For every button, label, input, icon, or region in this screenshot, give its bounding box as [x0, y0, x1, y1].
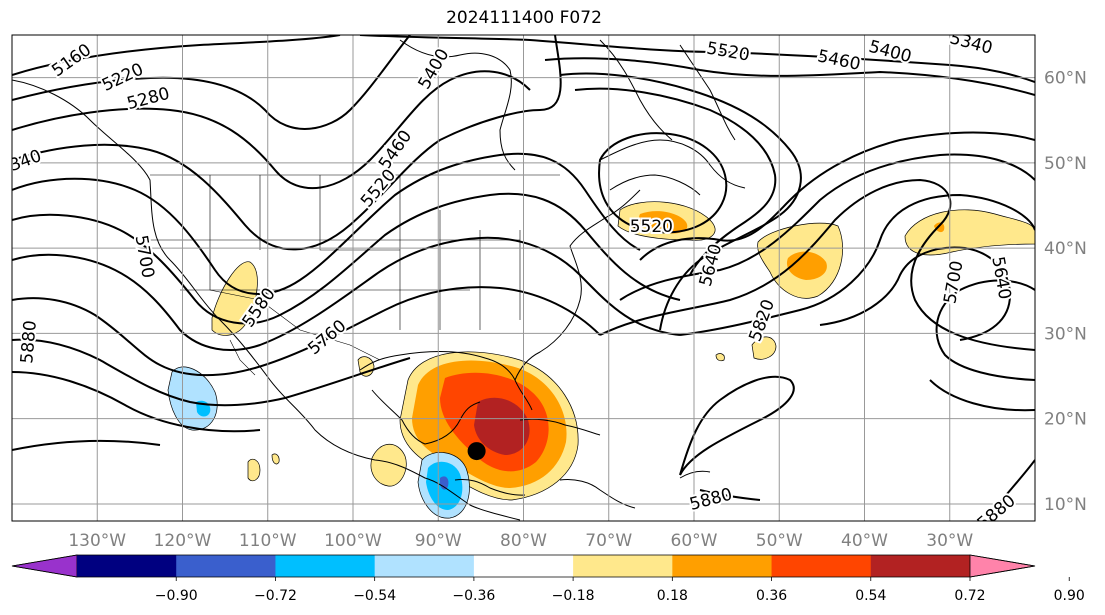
colorbar-swatch-0	[77, 555, 177, 577]
lon-label-7: 60°W	[671, 531, 718, 551]
anomaly-positive-patch-1	[247, 458, 261, 482]
map-title: 2024111400 F072	[446, 8, 602, 28]
colorbar-tick-label-3: −0.36	[452, 588, 495, 604]
colorbar-swatch-1	[176, 555, 276, 577]
contour-label-15: 5520	[630, 217, 673, 237]
latitude-labels: 60°N 50°N 40°N 30°N 20°N 10°N	[1044, 69, 1087, 515]
lon-label-1: 120°W	[154, 531, 212, 551]
colorbar-tick-label-6: 0.36	[756, 588, 787, 604]
anomaly-positive-atl-3	[751, 336, 777, 360]
lon-label-3: 100°W	[324, 531, 382, 551]
lon-label-0: 130°W	[68, 531, 126, 551]
colorbar-tick-label-7: 0.54	[855, 588, 886, 604]
lat-label-0: 60°N	[1044, 69, 1087, 89]
colorbar-tick-label-9: 0.90	[1054, 588, 1085, 604]
anomaly-positive-sw-us	[211, 261, 258, 336]
colorbar-tick-label-8: 0.72	[954, 588, 985, 604]
colorbar-extend-low	[11, 554, 78, 578]
lon-label-10: 30°W	[926, 531, 973, 551]
grid-lines	[12, 35, 1035, 521]
lat-label-3: 30°N	[1044, 324, 1087, 344]
colorbar-tick-label-1: −0.72	[254, 588, 297, 604]
lat-label-1: 50°N	[1044, 154, 1087, 174]
storm-center-marker	[467, 442, 486, 461]
anomaly-positive-ns-2	[639, 211, 688, 234]
colorbar-swatch-6	[672, 555, 773, 577]
anomaly-positive-atl-2	[786, 251, 827, 280]
anomaly-positive-yucatan	[370, 443, 407, 487]
map-plot-area: 5160 522052805340540054605520558057005760…	[12, 35, 1035, 521]
colorbar-extend-high	[969, 554, 1036, 578]
lat-label-5: 10°N	[1044, 495, 1087, 515]
lat-label-4: 20°N	[1044, 410, 1087, 430]
lon-label-2: 110°W	[239, 531, 297, 551]
colorbar-swatch-3	[374, 555, 475, 577]
lon-label-9: 40°W	[841, 531, 888, 551]
colorbar-tick-label-2: −0.54	[353, 588, 396, 604]
colorbar-swatch-2	[275, 555, 376, 577]
contour-label-10: 5880	[17, 320, 41, 365]
map-frame	[11, 34, 1036, 522]
longitude-labels: 130°W 120°W 110°W 100°W 90°W 80°W 70°W 60°W 50°W…	[68, 531, 973, 551]
colorbar-tick-label-0: −0.90	[155, 588, 198, 604]
colorbar	[11, 554, 1036, 578]
lon-label-5: 80°W	[500, 531, 547, 551]
lon-label-6: 70°W	[585, 531, 632, 551]
colorbar-swatch-5	[573, 555, 673, 577]
colorbar-swatch-7	[771, 555, 872, 577]
anomaly-positive-patch-4	[715, 353, 725, 362]
anomaly-positive-patch-2	[271, 453, 280, 465]
colorbar-tick-label-4: −0.18	[552, 588, 595, 604]
colorbar-outline	[11, 554, 1036, 578]
anomaly-positive-gulf-4	[474, 397, 530, 455]
colorbar-tick-label-5: 0.18	[657, 588, 688, 604]
colorbar-swatch-4	[473, 555, 574, 577]
colorbar-tick-labels: −0.90 −0.72 −0.54 −0.36 −0.18 0.18 0.36 0.54 0.7…	[155, 577, 1085, 604]
colorbar-swatch-8	[870, 555, 971, 577]
anomaly-positive-east-atl	[904, 209, 1035, 256]
lon-label-8: 50°W	[756, 531, 803, 551]
lat-label-2: 40°N	[1044, 239, 1087, 259]
lon-label-4: 90°W	[415, 531, 462, 551]
